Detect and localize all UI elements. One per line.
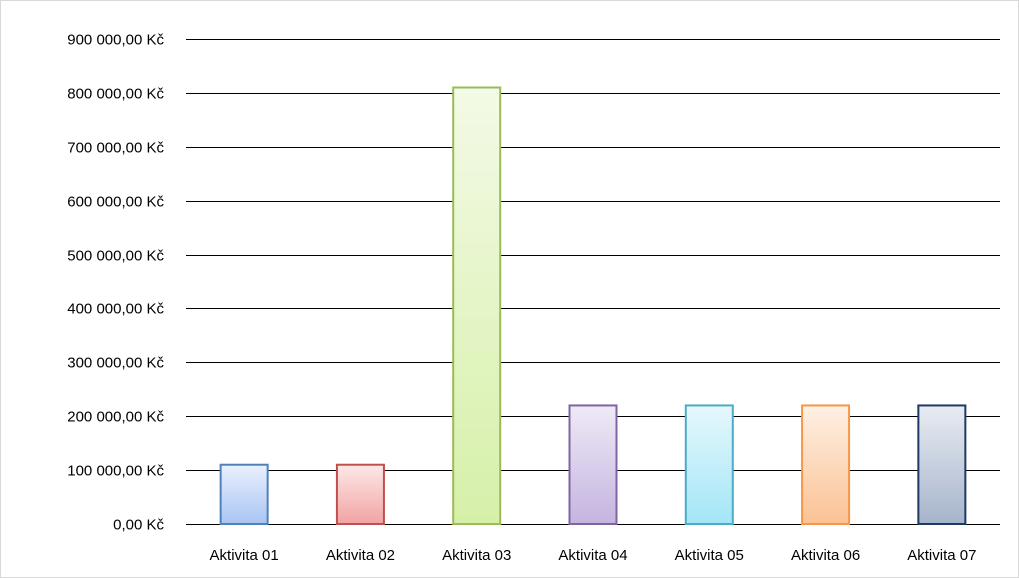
x-tick-label: Aktivita 06 [791, 547, 860, 564]
x-tick-label: Aktivita 01 [210, 547, 279, 564]
bar [684, 404, 734, 526]
bar [452, 86, 502, 525]
x-tick-label: Aktivita 07 [907, 547, 976, 564]
y-tick-label: 100 000,00 Kč [67, 463, 164, 480]
x-tick-label: Aktivita 03 [442, 547, 511, 564]
y-tick-label: 400 000,00 Kč [67, 301, 164, 318]
y-tick-label: 200 000,00 Kč [67, 409, 164, 426]
y-tick-label: 500 000,00 Kč [67, 248, 164, 265]
x-tick-label: Aktivita 02 [326, 547, 395, 564]
y-tick-label: 0,00 Kč [113, 517, 164, 534]
x-tick-label: Aktivita 04 [558, 547, 627, 564]
bar [917, 404, 967, 526]
y-tick-label: 900 000,00 Kč [67, 32, 164, 49]
y-tick-label: 600 000,00 Kč [67, 194, 164, 211]
y-tick-label: 300 000,00 Kč [67, 355, 164, 372]
bar [335, 463, 385, 526]
bar [801, 404, 851, 526]
y-tick-label: 700 000,00 Kč [67, 140, 164, 157]
y-tick-label: 800 000,00 Kč [67, 86, 164, 103]
x-tick-label: Aktivita 05 [675, 547, 744, 564]
bar [568, 404, 618, 526]
bar [219, 463, 269, 526]
